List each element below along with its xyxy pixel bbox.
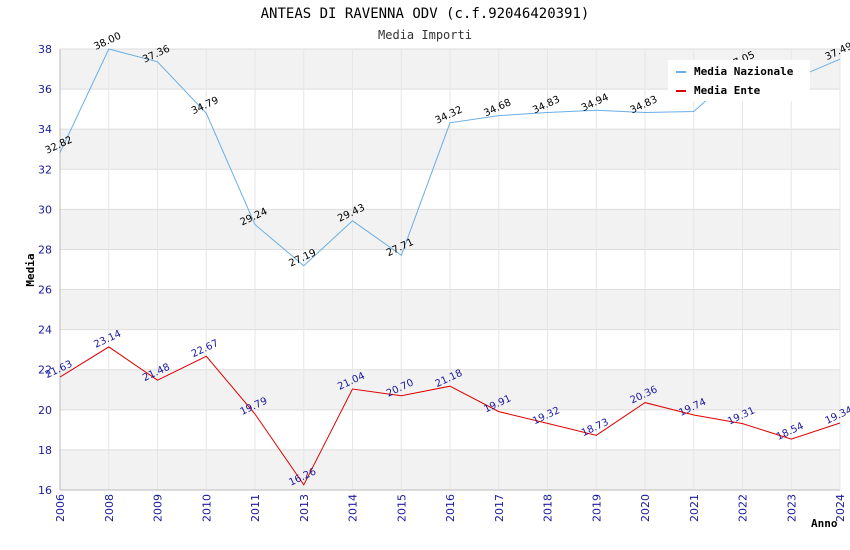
y-tick-label: 24 xyxy=(38,324,52,337)
chart-title: ANTEAS DI RAVENNA ODV (c.f.92046420391) xyxy=(261,6,590,22)
legend: Media Nazionale Media Ente xyxy=(668,60,810,101)
x-tick-label: 2008 xyxy=(103,494,116,522)
y-tick-labels: 16 18 20 22 24 26 28 30 32 34 36 38 xyxy=(38,43,52,497)
x-tick-label: 2006 xyxy=(54,494,67,522)
data-label: 34.32 xyxy=(434,104,465,126)
y-tick-label: 34 xyxy=(38,123,52,136)
y-tick-label: 20 xyxy=(38,404,52,417)
y-tick-label: 38 xyxy=(38,43,52,56)
x-tick-label: 2024 xyxy=(834,494,847,522)
x-tick-label: 2017 xyxy=(493,494,506,522)
x-tick-label: 2018 xyxy=(542,494,555,522)
y-tick-label: 26 xyxy=(38,284,52,297)
data-label: 34.79 xyxy=(190,95,221,117)
x-tick-label: 2022 xyxy=(737,494,750,522)
y-tick-label: 18 xyxy=(38,444,52,457)
y-tick-label: 28 xyxy=(38,243,52,256)
data-label: 18.73 xyxy=(580,417,611,439)
y-tick-label: 16 xyxy=(38,484,52,497)
y-tick-label: 32 xyxy=(38,163,52,176)
legend-box xyxy=(668,60,810,101)
data-label: 34.83 xyxy=(629,94,660,116)
y-axis-label: Media xyxy=(24,253,37,286)
x-tick-label: 2020 xyxy=(639,494,652,522)
x-tick-label: 2023 xyxy=(785,494,798,522)
legend-label-ente: Media Ente xyxy=(694,84,761,97)
legend-label-nazionale: Media Nazionale xyxy=(694,65,794,78)
x-tick-label: 2009 xyxy=(152,494,165,522)
chart-subtitle: Media Importi xyxy=(378,28,472,42)
x-tick-label: 2011 xyxy=(249,494,262,522)
y-tick-label: 30 xyxy=(38,203,52,216)
data-label: 18.54 xyxy=(775,421,806,443)
y-tick-label: 36 xyxy=(38,83,52,96)
y-tick-label: 22 xyxy=(38,364,52,377)
x-tick-label: 2015 xyxy=(395,494,408,522)
x-tick-label: 2016 xyxy=(444,494,457,522)
x-axis-label: Anno xyxy=(811,517,838,530)
x-tick-label: 2014 xyxy=(347,494,360,522)
data-label: 27.19 xyxy=(287,247,318,269)
x-tick-label: 2021 xyxy=(688,494,701,522)
x-tick-label: 2013 xyxy=(298,494,311,522)
x-tick-labels: 2006 2008 2009 2010 2011 2013 2014 2015 2016 2017… xyxy=(54,494,847,522)
x-tick-label: 2010 xyxy=(200,494,213,522)
x-tick-label: 2019 xyxy=(590,494,603,522)
series-line-media-ente xyxy=(59,346,841,486)
